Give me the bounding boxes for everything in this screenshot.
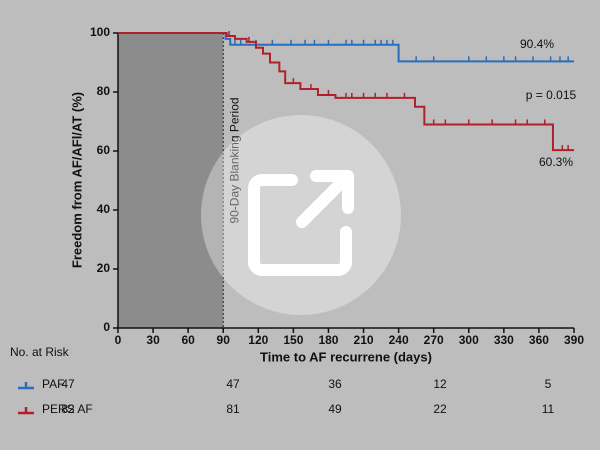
- annotation: p = 0.015: [526, 88, 577, 102]
- open-icon-frame[interactable]: [248, 174, 352, 276]
- annotation: 90.4%: [520, 37, 554, 51]
- y-tick-label: 100: [90, 25, 110, 39]
- open-icon-arrow[interactable]: [296, 170, 354, 228]
- annotation: 60.3%: [539, 155, 573, 169]
- survival-curve: [118, 32, 574, 152]
- open-icon-overlay[interactable]: [201, 115, 401, 315]
- risk-count: 5: [545, 377, 552, 391]
- x-tick-label: 120: [248, 333, 268, 347]
- risk-count: 47: [61, 377, 75, 391]
- x-tick-label: 330: [494, 333, 514, 347]
- risk-table-title: No. at Risk: [10, 345, 70, 359]
- x-tick-label: 240: [389, 333, 409, 347]
- y-tick-label: 20: [97, 261, 111, 275]
- x-tick-label: 300: [459, 333, 479, 347]
- x-axis-title: Time to AF recurrene (days): [260, 349, 432, 364]
- risk-count: 81: [226, 402, 240, 416]
- x-tick-label: 360: [529, 333, 549, 347]
- risk-count: 36: [328, 377, 342, 391]
- x-tick-label: 150: [283, 333, 303, 347]
- risk-row-name: PERS AF: [42, 402, 93, 416]
- risk-row-name: PAF: [42, 377, 64, 391]
- x-tick-label: 390: [564, 333, 584, 347]
- x-tick-label: 90: [217, 333, 231, 347]
- risk-count: 49: [328, 402, 342, 416]
- risk-count: 82: [61, 402, 75, 416]
- x-tick-label: 30: [146, 333, 160, 347]
- risk-count: 12: [433, 377, 447, 391]
- y-axis-title: Freedom from AF/AFl/AT (%): [69, 92, 84, 268]
- y-tick-label: 80: [97, 84, 111, 98]
- blanking-region: [118, 33, 224, 328]
- risk-count: 47: [226, 377, 240, 391]
- risk-count: 11: [542, 402, 555, 416]
- x-tick-label: 270: [424, 333, 444, 347]
- x-tick-label: 210: [354, 333, 374, 347]
- risk-count: 22: [433, 402, 447, 416]
- blanking-label: 90-Day Blanking Period: [227, 97, 241, 223]
- x-tick-label: 180: [318, 333, 338, 347]
- y-tick-label: 60: [97, 143, 111, 157]
- y-tick-label: 0: [103, 320, 110, 334]
- x-tick-label: 0: [115, 333, 122, 347]
- x-tick-label: 60: [181, 333, 195, 347]
- y-tick-label: 40: [97, 202, 111, 216]
